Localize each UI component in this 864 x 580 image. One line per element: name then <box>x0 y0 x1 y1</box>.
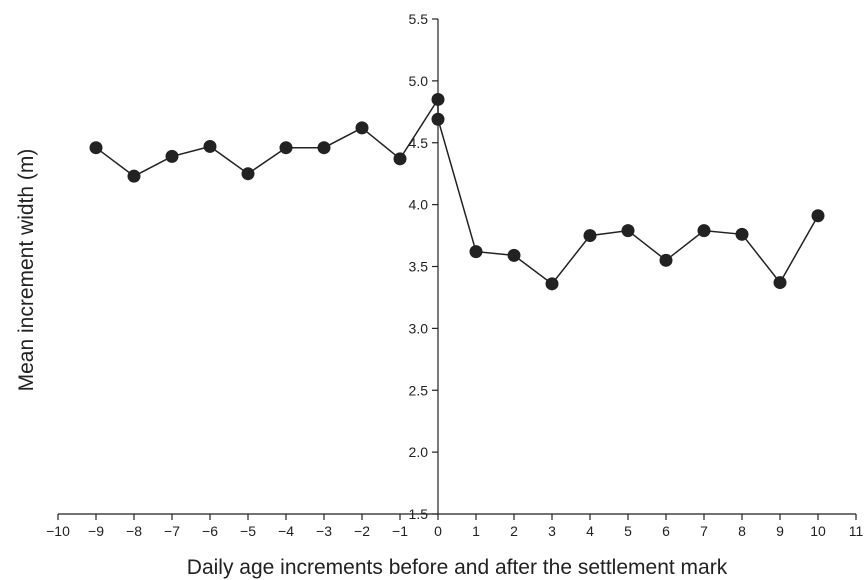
data-point <box>317 141 331 155</box>
y-tick-label: 3.0 <box>409 320 429 336</box>
x-tick-label: 10 <box>810 523 826 539</box>
series-line <box>95 96 819 285</box>
data-point <box>697 224 711 238</box>
x-tick-label: 11 <box>849 523 864 539</box>
x-tick-label: −4 <box>278 523 294 539</box>
x-axis-title: Daily age increments before and after th… <box>187 556 728 579</box>
y-tick-label: 5.5 <box>409 11 429 27</box>
y-tick-label: 1.5 <box>409 506 429 522</box>
x-tick-label: 8 <box>738 523 746 539</box>
data-point <box>127 169 141 183</box>
y-tick-label: 2.5 <box>409 382 429 398</box>
x-tick-label: −9 <box>88 523 104 539</box>
x-tick-label: −6 <box>202 523 218 539</box>
y-tick-label: 2.0 <box>409 444 429 460</box>
x-tick-label: 6 <box>662 523 670 539</box>
x-tick-label: 7 <box>700 523 708 539</box>
x-tick-label: 3 <box>548 523 556 539</box>
x-tick-label: −7 <box>164 523 180 539</box>
data-point <box>469 245 483 259</box>
x-tick-label: 1 <box>472 523 480 539</box>
data-point <box>89 141 103 155</box>
data-point <box>583 229 597 243</box>
x-tick-label: −10 <box>46 523 70 539</box>
x-tick-label: −5 <box>240 523 256 539</box>
x-tick-label: −8 <box>126 523 142 539</box>
data-point <box>393 152 407 166</box>
x-tick-label: 0 <box>434 523 442 539</box>
y-tick-label: 5.0 <box>409 73 429 89</box>
x-tick-label: −2 <box>354 523 370 539</box>
data-point <box>431 92 445 106</box>
x-tick-label: 9 <box>776 523 784 539</box>
data-point <box>431 112 445 126</box>
x-tick-label: 4 <box>586 523 594 539</box>
data-point <box>279 141 293 155</box>
data-point <box>773 276 787 290</box>
series <box>89 92 825 291</box>
data-point <box>735 227 749 241</box>
x-tick-label: −3 <box>316 523 332 539</box>
y-axis-title: Mean increment width (m) <box>15 149 38 392</box>
x-tick-label: 5 <box>624 523 632 539</box>
axes <box>58 19 856 515</box>
x-tick-label: −1 <box>392 523 408 539</box>
data-point <box>165 149 179 163</box>
y-tick-label: 4.0 <box>409 197 429 213</box>
ticks: −10 −9 −8 −7 −6 −5 −4 −3 −2 −1 0 1 2 3 4 5 6 7 8 9 10 111.52.… <box>46 11 863 539</box>
x-tick-label: 2 <box>510 523 518 539</box>
data-point <box>507 248 521 262</box>
data-point <box>621 224 635 238</box>
data-point <box>811 209 825 223</box>
data-point <box>355 121 369 135</box>
data-point <box>241 167 255 181</box>
data-point <box>203 139 217 153</box>
y-tick-label: 4.5 <box>409 135 429 151</box>
y-tick-label: 3.5 <box>409 259 429 275</box>
data-point <box>545 277 559 291</box>
data-point <box>659 253 673 267</box>
